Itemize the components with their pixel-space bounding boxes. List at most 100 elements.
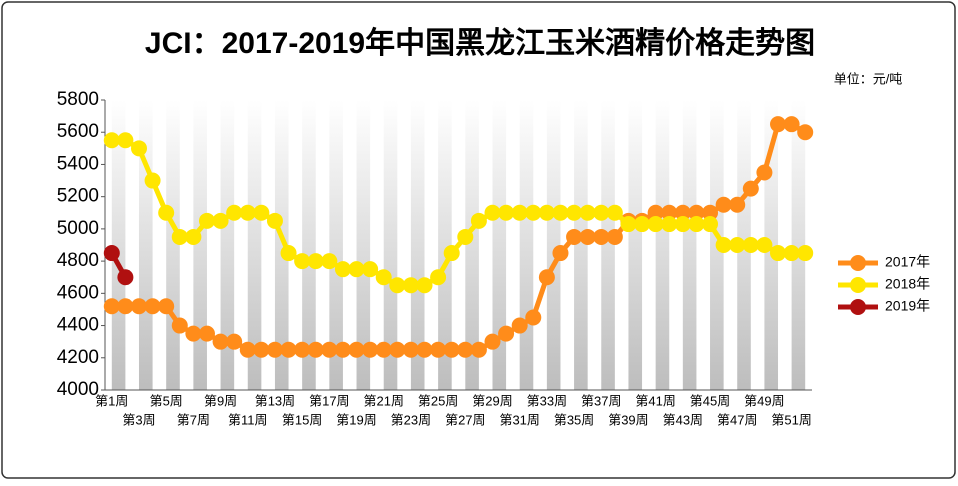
background-band: [329, 100, 343, 390]
background-band: [601, 100, 615, 390]
point: [498, 325, 515, 342]
point: [783, 116, 800, 133]
y-tick-label: 4600: [57, 282, 99, 303]
y-tick-label: 5200: [57, 186, 99, 207]
background-band: [302, 100, 316, 390]
legend-marker: [850, 255, 866, 271]
point: [144, 172, 161, 189]
point: [253, 341, 270, 358]
x-tick-label: 第3周: [122, 412, 155, 427]
legend-marker: [850, 277, 866, 293]
background-band: [519, 100, 534, 390]
point: [470, 212, 487, 229]
point: [307, 341, 324, 358]
legend-label: 2017年: [885, 254, 930, 270]
background-band: [166, 100, 180, 390]
point: [212, 212, 229, 229]
point: [348, 341, 365, 358]
point: [511, 204, 528, 221]
point: [334, 261, 351, 278]
y-tick-label: 4800: [57, 250, 99, 271]
x-tick-label: 第29周: [472, 393, 512, 408]
point: [484, 333, 501, 350]
x-tick-label: 第47周: [717, 412, 757, 427]
x-tick-label: 第41周: [635, 393, 675, 408]
point: [661, 204, 678, 221]
background-band: [220, 100, 235, 390]
x-tick-label: 第43周: [663, 412, 703, 427]
point: [606, 228, 623, 245]
background-band: [410, 100, 425, 390]
point: [647, 204, 664, 221]
point: [470, 341, 487, 358]
point: [158, 204, 175, 221]
point: [525, 309, 542, 326]
point: [375, 341, 392, 358]
legend-marker: [850, 299, 866, 315]
point: [457, 228, 474, 245]
point: [348, 261, 365, 278]
point: [688, 204, 705, 221]
point: [756, 237, 773, 253]
point: [702, 204, 719, 221]
point: [130, 298, 147, 315]
x-tick-label: 第37周: [581, 393, 621, 408]
y-tick-label: 4400: [57, 315, 99, 336]
point: [294, 253, 311, 270]
x-tick-label: 第5周: [150, 393, 183, 408]
point: [280, 341, 297, 358]
point: [783, 245, 800, 262]
x-tick-label: 第15周: [282, 412, 322, 427]
point: [117, 298, 134, 315]
legend-label: 2019年: [885, 298, 930, 314]
x-tick-label: 第35周: [554, 412, 594, 427]
x-tick-label: 第21周: [363, 393, 403, 408]
point: [198, 212, 215, 229]
background-band: [438, 100, 452, 390]
background-band: [655, 100, 670, 390]
point: [634, 216, 651, 233]
point: [443, 245, 460, 262]
point: [579, 228, 596, 245]
point: [226, 333, 243, 350]
point: [797, 245, 814, 262]
point: [103, 132, 120, 149]
point: [117, 269, 134, 286]
y-tick-label: 5400: [57, 153, 99, 174]
background-band: [247, 100, 262, 390]
point: [729, 237, 746, 253]
point: [389, 341, 406, 358]
point: [715, 237, 732, 253]
point: [702, 216, 719, 233]
x-tick-label: 第7周: [177, 412, 210, 427]
point: [362, 341, 379, 358]
x-tick-label: 第33周: [527, 393, 567, 408]
point: [770, 116, 787, 133]
point: [674, 216, 691, 233]
point: [402, 277, 419, 294]
legend-label: 2018年: [885, 276, 930, 292]
point: [212, 333, 229, 350]
point: [362, 261, 379, 278]
unit-label: 单位：元/吨: [834, 71, 903, 86]
x-tick-label: 第1周: [95, 393, 128, 408]
point: [729, 196, 746, 213]
x-tick-label: 第17周: [309, 393, 349, 408]
point: [552, 204, 569, 221]
point: [158, 298, 175, 315]
background-band: [356, 100, 371, 390]
point: [226, 204, 243, 221]
background-band: [274, 100, 289, 390]
point: [402, 341, 419, 358]
x-tick-label: 第49周: [744, 393, 784, 408]
x-tick-label: 第13周: [255, 393, 295, 408]
point: [198, 325, 215, 342]
point: [593, 228, 610, 245]
x-tick-label: 第45周: [690, 393, 730, 408]
x-tick-label: 第25周: [418, 393, 458, 408]
point: [457, 341, 474, 358]
point: [103, 298, 120, 315]
background-band: [492, 100, 507, 390]
point: [144, 298, 161, 315]
